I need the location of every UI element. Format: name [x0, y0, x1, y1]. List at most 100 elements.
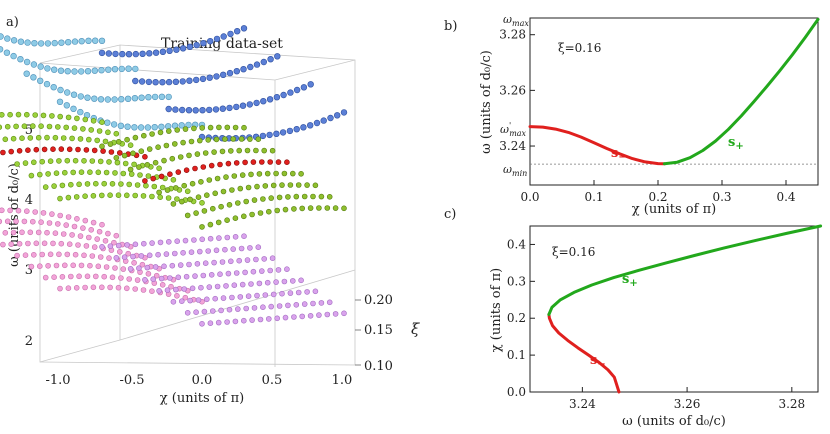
scatter-point-upper-left: [10, 52, 17, 60]
scatter-point-middle-left: [87, 169, 93, 175]
scatter-point-upper-right: [266, 96, 274, 103]
scatter-point-lower-left: [47, 251, 54, 258]
scatter-point-lower-left: [52, 230, 59, 236]
scatter-point-lower-right: [181, 286, 187, 292]
scatter-point-upper-right: [260, 58, 267, 66]
scatter-point-middle-left: [15, 111, 22, 118]
scatter-point-middle-left: [4, 123, 11, 130]
scatter-point-lower-left: [118, 275, 124, 281]
scatter-point-middle-left: [113, 130, 120, 137]
scatter-point-upper-right: [173, 46, 180, 53]
scatter-point-lower-right: [99, 244, 105, 250]
scatter-point-lower-right: [244, 257, 251, 263]
scatter-point-middle-left: [140, 193, 147, 199]
scatter-point-upper-left: [24, 39, 31, 46]
y-tick-label: 0.4: [507, 237, 526, 251]
scatter-point-lower-right: [197, 248, 203, 255]
scatter-point-lower-right: [156, 287, 162, 294]
scatter-point-lower-left: [103, 264, 110, 270]
scatter-point-middle-right: [136, 164, 142, 170]
scatter-point-lower-left: [145, 270, 152, 277]
scatter-point-middle-left: [108, 149, 115, 155]
scatter-point-lower-left: [174, 292, 180, 299]
scatter-point-lower-right: [212, 295, 218, 302]
scatter-point-upper-right: [246, 101, 254, 108]
scatter-point-upper-left: [71, 68, 78, 75]
scatter-point-lower-left: [70, 262, 76, 269]
scatter-point-middle-right: [236, 147, 242, 154]
scatter-point-upper-left: [78, 37, 85, 45]
scatter-point-lower-right: [265, 316, 272, 322]
scatter-point-lower-right: [326, 299, 333, 306]
scatter-point-middle-right: [258, 159, 265, 165]
scatter-point-middle-left: [102, 138, 109, 145]
scatter-point-middle-right: [291, 206, 297, 212]
panel-b-omega-max-label: ωmax: [503, 13, 529, 28]
scatter-point-middle-right: [127, 166, 134, 173]
scatter-point-middle-left: [75, 146, 81, 153]
scatter-point-middle-left: [59, 182, 66, 189]
scatter-point-middle-right: [274, 207, 281, 214]
scatter-point-middle-right: [157, 129, 164, 136]
scatter-point-middle-right: [166, 128, 172, 134]
scatter-point-lower-left: [19, 229, 25, 236]
scatter-point-lower-right: [238, 245, 245, 252]
scatter-point-lower-left: [2, 230, 9, 236]
scatter-point-middle-left: [57, 195, 63, 202]
scatter-point-lower-left: [107, 284, 113, 291]
scatter-point-upper-right: [165, 105, 172, 113]
scatter-point-upper-left: [63, 102, 71, 109]
scatter-point-middle-left: [109, 181, 116, 187]
scatter-point-lower-left: [68, 273, 74, 280]
scatter-point-lower-right: [276, 303, 283, 309]
panel-a-xtick: 0.0: [192, 373, 213, 388]
scatter-point-lower-right: [229, 294, 235, 301]
scatter-point-lower-right: [121, 254, 128, 261]
scatter-point-upper-right: [320, 117, 327, 124]
scatter-point-upper-left: [118, 95, 125, 103]
scatter-point-middle-right: [261, 147, 268, 154]
scatter-point-middle-left: [115, 192, 122, 198]
scatter-point-lower-right: [267, 267, 274, 274]
scatter-point-lower-right: [254, 292, 260, 299]
scatter-point-middle-left: [74, 115, 80, 122]
scatter-point-upper-left: [56, 98, 64, 106]
scatter-point-lower-right: [261, 256, 268, 262]
x-tick-label: 3.26: [674, 397, 701, 411]
scatter-point-upper-left: [151, 93, 159, 101]
scatter-point-middle-left: [46, 123, 53, 130]
scatter-point-lower-right: [285, 302, 291, 309]
scatter-point-middle-right: [169, 155, 176, 162]
panel-label-a: a): [6, 15, 19, 30]
scatter-point-upper-right: [220, 33, 227, 40]
scatter-point-lower-left: [32, 209, 39, 215]
scatter-point-middle-right: [99, 143, 105, 150]
scatter-point-lower-right: [184, 309, 191, 316]
scatter-point-lower-left: [58, 240, 65, 247]
scatter-point-middle-right: [142, 178, 148, 184]
scatter-point-middle-right: [287, 182, 294, 188]
scatter-point-middle-right: [332, 205, 339, 211]
scatter-point-lower-right: [225, 270, 232, 277]
scatter-point-upper-left: [10, 37, 18, 44]
scatter-point-lower-left: [0, 241, 6, 248]
scatter-point-middle-left: [69, 135, 75, 142]
scatter-point-upper-left: [91, 95, 98, 102]
panel-b-lines: [528, 17, 820, 166]
panel-c-x-axis: 3.24 3.26 3.28: [569, 387, 805, 411]
scatter-point-upper-right: [273, 130, 280, 138]
scatter-point-upper-left: [144, 124, 152, 131]
scatter-point-upper-right: [273, 93, 281, 101]
scatter-point-middle-left: [117, 150, 123, 156]
scatter-point-upper-left: [185, 121, 192, 129]
scatter-point-upper-left: [145, 93, 152, 101]
panel-b-ylabel: ω (units of d₀/c): [479, 50, 494, 154]
scatter-point-lower-right: [332, 311, 339, 317]
scatter-point-lower-right: [282, 314, 289, 321]
scatter-point-lower-right: [224, 234, 231, 241]
scatter-point-lower-left: [168, 283, 174, 290]
panel-a-points: [0, 25, 348, 327]
scatter-point-upper-left: [131, 124, 138, 131]
scatter-point-middle-right: [255, 136, 262, 142]
